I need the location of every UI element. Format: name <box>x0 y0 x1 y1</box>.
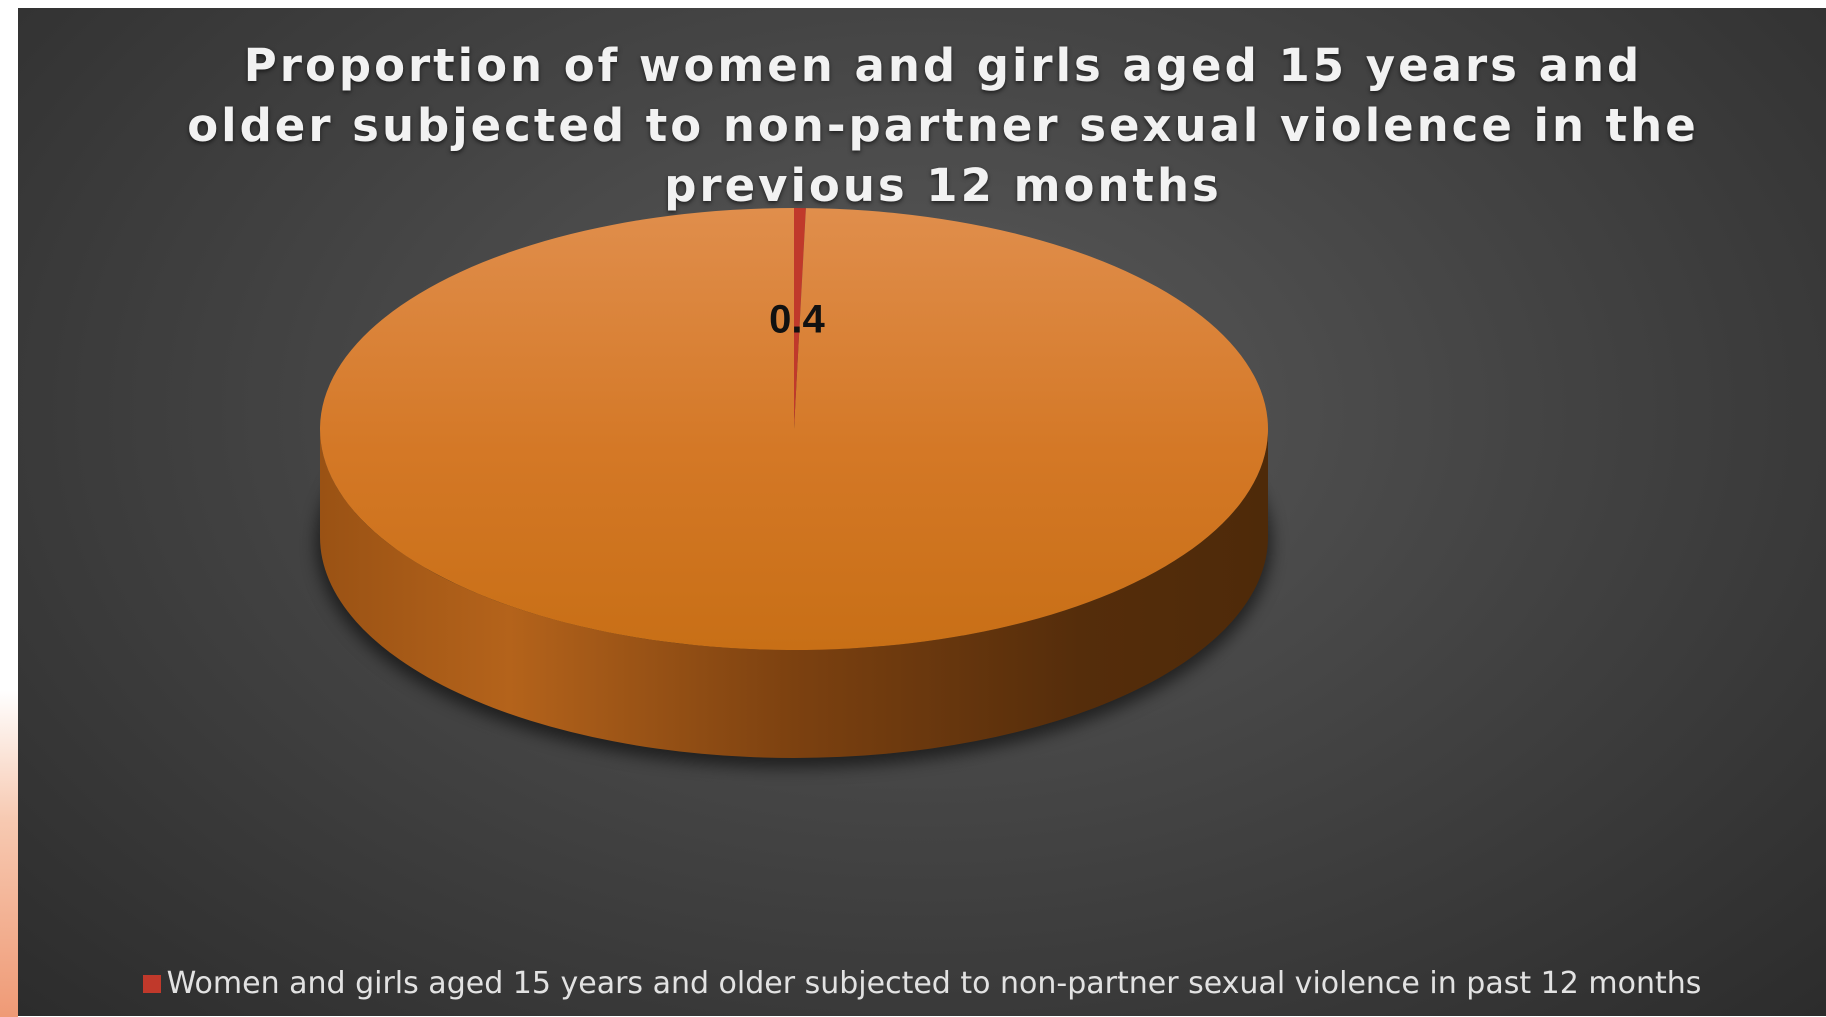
data-label-slice-0: 0.4 <box>769 298 825 342</box>
legend: Women and girls aged 15 years and older … <box>18 966 1826 1001</box>
pie-side <box>320 429 1268 758</box>
chart-title: Proportion of women and girls aged 15 ye… <box>187 39 1699 212</box>
legend-label: Women and girls aged 15 years and older … <box>166 966 1702 1001</box>
accent-strip <box>0 690 18 1017</box>
pie-slice-0 <box>794 208 806 429</box>
chart-panel: Proportion of women and girls aged 15 ye… <box>18 8 1826 1016</box>
legend-swatch <box>142 974 161 993</box>
pie-chart: 0.4 <box>316 208 1272 768</box>
pie-slice-1 <box>320 208 1269 650</box>
